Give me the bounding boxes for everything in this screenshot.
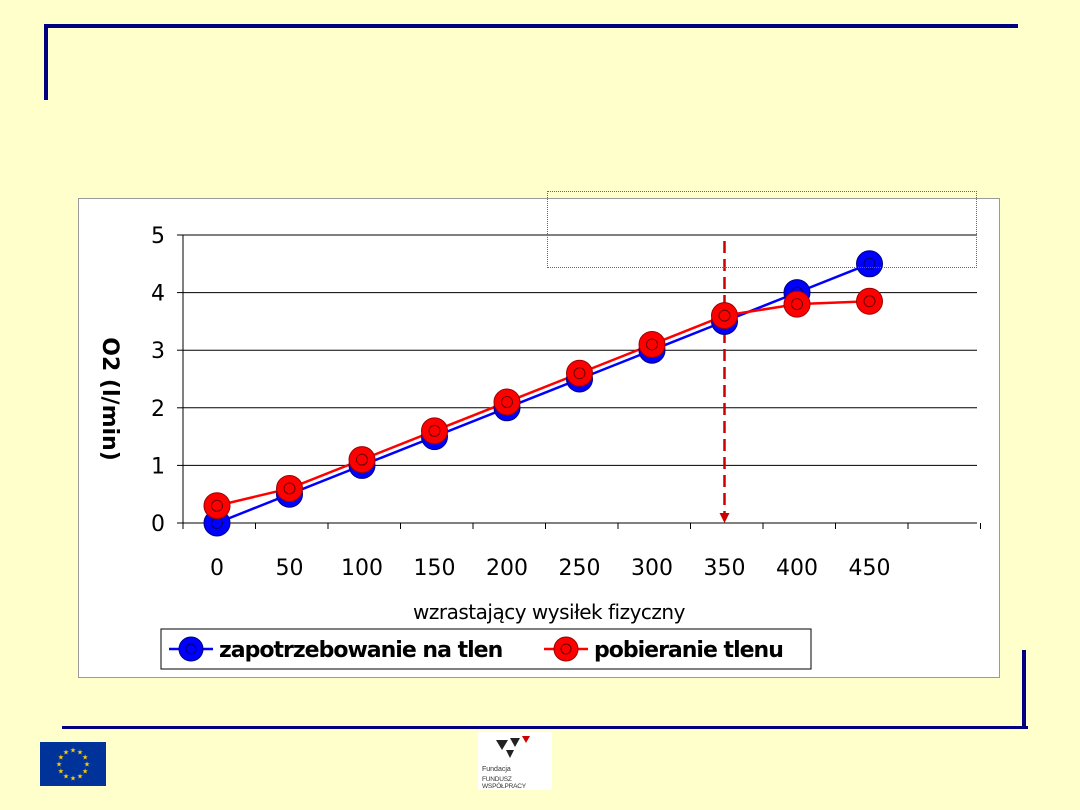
fund-logo-line1: Fundacja (482, 766, 511, 773)
legend-marker (553, 636, 579, 662)
frame-left-line (44, 24, 48, 100)
data-point-inner (863, 257, 876, 270)
data-point (711, 302, 738, 330)
data-point-inner (646, 338, 658, 351)
eu-star-icon: ★ (82, 768, 88, 776)
legend-label: zapotrzebowanie na tlen (219, 638, 502, 663)
eu-star-icon: ★ (82, 754, 88, 762)
eu-star-icon: ★ (84, 761, 90, 769)
x-tick-label: 300 (631, 556, 673, 581)
fundusz-logo: Fundacja FUNDUSZ WSPÓŁPRACY (478, 732, 552, 790)
x-tick-label: 100 (341, 556, 383, 581)
dashed-arrow-head (719, 513, 730, 523)
eu-star-icon: ★ (70, 747, 76, 755)
chart-area: 0 1 2 3 4 5 0 50 100 150 200 250 300 350 400 450 wzrasta… (78, 198, 1000, 678)
annotation-box (547, 191, 977, 268)
legend-marker-inner (560, 643, 572, 655)
x-tick-label: 350 (704, 556, 746, 581)
eu-star-icon: ★ (70, 775, 76, 783)
legend-box (160, 628, 812, 670)
data-point (493, 388, 521, 416)
x-tick-label: 400 (776, 556, 818, 581)
data-point-inner (573, 367, 586, 380)
eu-star-icon: ★ (63, 748, 69, 756)
data-point-inner (356, 453, 368, 466)
data-point (421, 417, 448, 445)
data-point (566, 359, 593, 387)
y-tick-label: 4 (151, 282, 165, 307)
eu-star-icon: ★ (58, 754, 64, 762)
eu-star-icon: ★ (58, 768, 64, 776)
data-point (348, 446, 376, 474)
x-tick-label: 50 (276, 556, 304, 581)
x-tick-label: 450 (849, 556, 891, 581)
frame-top-line (44, 24, 1018, 28)
y-tick-label: 2 (151, 397, 165, 422)
eu-star-icon: ★ (77, 773, 83, 781)
data-point (276, 474, 303, 502)
x-tick-label: 250 (559, 556, 601, 581)
eu-star-icon: ★ (56, 761, 62, 769)
y-tick-label: 1 (151, 454, 165, 479)
data-point-inner (283, 482, 296, 495)
legend-label: pobieranie tlenu (594, 638, 783, 663)
series-line-0 (216, 262, 870, 525)
data-point-inner (863, 295, 876, 308)
data-point (203, 492, 231, 520)
x-tick-label: 150 (414, 556, 456, 581)
eu-star-icon: ★ (77, 748, 83, 756)
y-tick-label: 0 (151, 512, 165, 537)
data-point-inner (791, 298, 803, 311)
series-line-1 (216, 299, 870, 507)
x-tick-label: 0 (210, 556, 224, 581)
data-point-inner (718, 309, 731, 322)
data-point (856, 250, 883, 278)
y-axis-label: O2 (l/min) (97, 337, 122, 460)
frame-right-line (1022, 650, 1026, 729)
y-tick-label: 5 (151, 224, 165, 249)
fund-logo-line2: FUNDUSZ WSPÓŁPRACY (482, 776, 526, 790)
fundusz-mark-icon (496, 736, 530, 758)
data-point-inner (428, 424, 441, 437)
x-axis-label: wzrastający wysiłek fizyczny (413, 600, 686, 624)
x-tick-label: 200 (486, 556, 528, 581)
data-point (783, 290, 811, 318)
data-point-inner (211, 499, 223, 512)
data-point (856, 287, 883, 315)
eu-flag-logo: ★ ★ ★ ★ ★ ★ ★ ★ ★ ★ ★ ★ (40, 742, 106, 786)
y-tick-label: 3 (151, 339, 165, 364)
legend-marker-inner (185, 643, 197, 655)
legend-marker (178, 636, 204, 662)
eu-star-icon: ★ (63, 773, 69, 781)
data-point-inner (501, 396, 513, 409)
data-point (638, 330, 666, 358)
frame-bottom-line (62, 726, 1028, 729)
